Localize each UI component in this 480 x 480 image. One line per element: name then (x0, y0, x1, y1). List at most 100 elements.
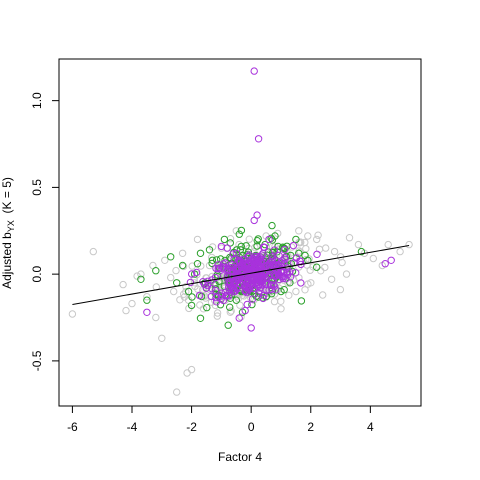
data-point (236, 258, 244, 267)
data-point (250, 290, 259, 298)
data-point (243, 288, 251, 297)
data-point (387, 256, 395, 264)
data-point (269, 281, 278, 289)
data-point (143, 293, 151, 301)
data-point (226, 308, 235, 316)
data-point (223, 244, 232, 252)
data-point (260, 243, 269, 252)
data-point (224, 321, 232, 329)
data-point (275, 275, 283, 284)
data-point (226, 278, 234, 286)
data-point (187, 301, 196, 310)
data-point (180, 293, 189, 301)
data-point (226, 303, 234, 311)
data-point (229, 250, 237, 258)
data-point (232, 296, 241, 304)
data-point (213, 309, 222, 317)
data-point (240, 272, 248, 280)
data-point (172, 266, 180, 275)
data-point (182, 287, 190, 296)
x-tick-label: -2 (186, 420, 197, 434)
data-point (301, 251, 309, 260)
data-point (280, 245, 289, 254)
data-point (254, 135, 263, 143)
data-point (237, 313, 245, 321)
y-axis-title-main: Adjusted b (0, 232, 14, 289)
data-point (292, 287, 300, 296)
data-point (327, 275, 336, 283)
x-tick-label: 0 (248, 420, 255, 434)
data-point (158, 334, 166, 342)
data-point (357, 247, 366, 256)
data-point (217, 295, 225, 303)
data-point (237, 242, 246, 251)
data-point (213, 312, 222, 320)
data-point (196, 314, 205, 322)
data-point (235, 230, 244, 238)
plot-frame (58, 58, 422, 407)
data-point (254, 235, 262, 243)
data-point (321, 263, 329, 272)
data-point (250, 216, 258, 225)
regression-line (72, 245, 410, 305)
data-point (314, 231, 322, 239)
data-point (213, 256, 221, 264)
data-point (302, 245, 310, 253)
data-point (245, 235, 254, 243)
x-tick-label: -6 (67, 420, 78, 434)
series-purple-points (143, 67, 395, 332)
data-point (265, 235, 273, 244)
data-point (152, 313, 160, 322)
data-point (221, 288, 230, 297)
y-axis-title: Adjusted bYX (K = 5) (0, 177, 16, 289)
data-point (281, 253, 289, 262)
data-point (297, 279, 305, 287)
data-point (262, 274, 270, 282)
data-point (188, 270, 196, 278)
data-point (178, 249, 187, 258)
data-point (270, 297, 279, 306)
data-point (202, 284, 210, 292)
data-point (229, 278, 237, 286)
data-point (238, 261, 246, 269)
data-point (292, 235, 300, 244)
x-tick-label: 2 (307, 420, 314, 434)
data-point (384, 240, 392, 249)
data-point (330, 247, 339, 256)
data-point (280, 259, 288, 267)
data-point (268, 255, 277, 263)
data-point (289, 241, 298, 250)
data-point (267, 290, 276, 298)
data-point (313, 235, 321, 244)
data-point (338, 258, 346, 267)
data-point (259, 294, 267, 303)
data-point (137, 270, 145, 278)
data-point (345, 234, 354, 242)
y-tick-label: 1.0 (30, 92, 44, 109)
data-point (179, 262, 188, 271)
data-point (196, 249, 205, 258)
data-point (271, 232, 279, 240)
data-point (214, 261, 222, 269)
data-point (381, 260, 389, 268)
data-point (322, 244, 330, 252)
data-point (258, 251, 266, 259)
data-point (236, 301, 244, 309)
data-point (297, 297, 306, 305)
data-point (173, 388, 181, 396)
data-point (242, 286, 250, 295)
data-point (161, 256, 169, 264)
data-point (396, 247, 404, 256)
data-point (122, 306, 130, 315)
data-point (119, 280, 127, 289)
data-point (211, 286, 220, 294)
data-point (248, 295, 257, 303)
data-point (183, 369, 191, 377)
data-point (319, 291, 327, 299)
data-point (243, 300, 251, 309)
data-point (255, 289, 263, 297)
data-point (237, 226, 246, 235)
data-point (214, 265, 222, 273)
y-axis-title-subscript: YX (6, 220, 16, 232)
